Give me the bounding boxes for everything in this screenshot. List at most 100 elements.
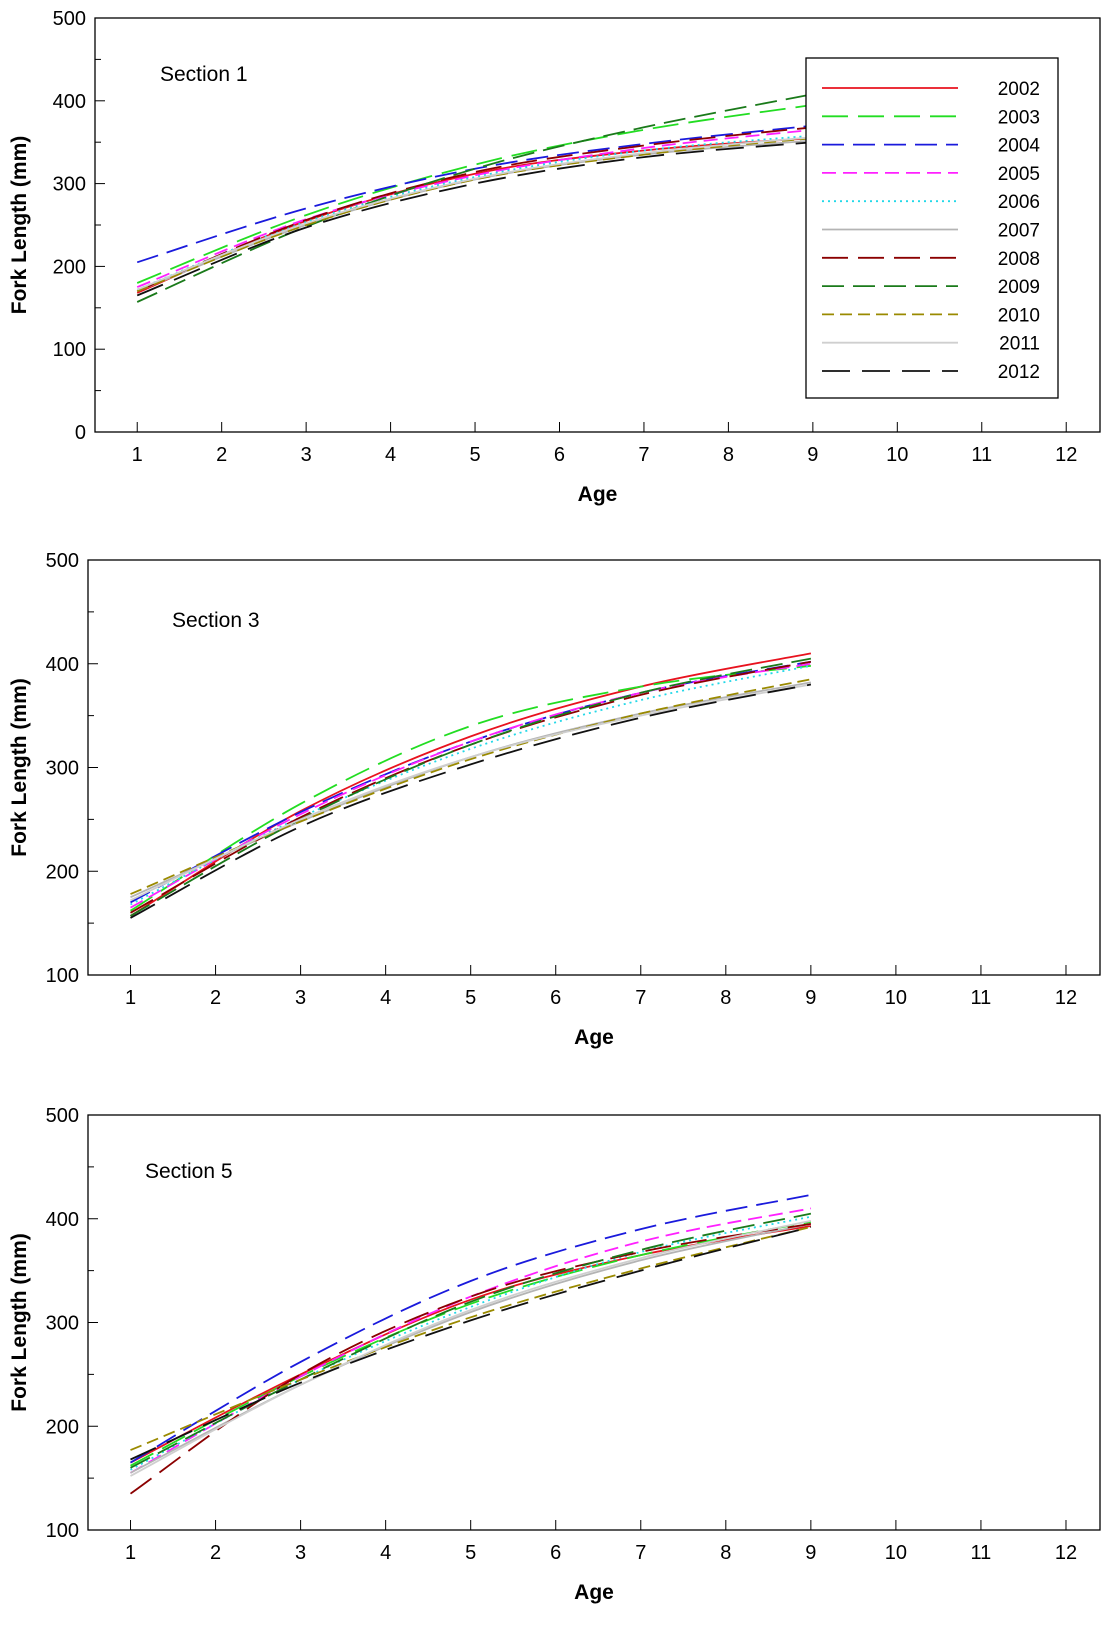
x-tick-label: 8 — [720, 987, 731, 1009]
legend-label-2005: 2005 — [998, 164, 1040, 185]
y-tick-label: 300 — [46, 758, 79, 780]
x-tick-label: 10 — [885, 987, 907, 1009]
x-axis-title: Age — [574, 1026, 614, 1049]
series-line-2010 — [130, 1226, 812, 1451]
x-tick-label: 4 — [380, 987, 391, 1009]
y-tick-label: 300 — [46, 1313, 79, 1335]
y-tick-label: 400 — [46, 1209, 79, 1231]
y-tick-label: 200 — [46, 861, 79, 883]
plot-frame — [87, 1114, 1101, 1531]
series-line-2004 — [130, 1194, 812, 1464]
series-line-2012 — [136, 141, 813, 297]
legend-label-2007: 2007 — [998, 221, 1040, 242]
x-tick-label: 9 — [805, 987, 816, 1009]
x-tick-label: 3 — [295, 987, 306, 1009]
y-tick-label: 500 — [53, 8, 86, 30]
series-line-2010 — [136, 137, 813, 293]
series-line-2002 — [130, 1225, 812, 1464]
x-tick-label: 5 — [465, 1542, 476, 1564]
series-line-2007 — [130, 1223, 812, 1474]
x-tick-label: 3 — [295, 1542, 306, 1564]
x-tick-label: 2 — [216, 444, 227, 466]
series-line-2005 — [130, 1207, 812, 1474]
x-tick-label: 11 — [971, 444, 992, 466]
x-tick-label: 12 — [1055, 987, 1077, 1009]
series-line-2009 — [130, 1212, 812, 1469]
x-tick-label: 1 — [125, 1542, 136, 1564]
x-tick-label: 6 — [550, 987, 561, 1009]
x-tick-label: 12 — [1055, 444, 1077, 466]
series-line-2010 — [130, 678, 812, 895]
x-tick-label: 7 — [638, 444, 649, 466]
series-line-2009 — [136, 93, 814, 303]
series-line-2006 — [136, 134, 813, 291]
x-tick-label: 7 — [635, 987, 646, 1009]
series-line-2008 — [129, 1223, 812, 1495]
section-5-annotation: Section 5 — [145, 1160, 233, 1183]
y-axis-title: Fork Length (mm) — [8, 136, 31, 315]
y-tick-label: 200 — [53, 256, 86, 278]
y-tick-label: 100 — [46, 1520, 79, 1542]
x-axis-title: Age — [578, 483, 618, 506]
series-line-2009 — [130, 657, 812, 917]
legend-label-2009: 2009 — [998, 277, 1040, 298]
x-tick-label: 8 — [723, 444, 734, 466]
legend: 2002 2003 2004 2005 2006 2007 2008 2009 2010 2011… — [805, 57, 1059, 399]
y-tick-label: 400 — [53, 91, 86, 113]
section-3-annotation: Section 3 — [172, 609, 260, 632]
x-tick-label: 2 — [210, 1542, 221, 1564]
series-line-2007 — [130, 681, 812, 899]
x-tick-label: 9 — [807, 444, 818, 466]
series-line-2012 — [130, 1226, 812, 1461]
legend-label-2012: 2012 — [998, 362, 1040, 383]
series-line-2007 — [136, 139, 813, 293]
x-tick-label: 11 — [971, 987, 992, 1009]
section-1-annotation: Section 1 — [160, 63, 248, 86]
x-tick-label: 6 — [550, 1542, 561, 1564]
legend-label-2002: 2002 — [998, 79, 1040, 100]
x-tick-label: 4 — [380, 1542, 391, 1564]
y-tick-label: 300 — [53, 174, 86, 196]
series-line-2008 — [136, 126, 813, 293]
y-axis-title: Fork Length (mm) — [8, 1233, 31, 1412]
y-tick-label: 500 — [46, 550, 79, 572]
x-tick-label: 7 — [635, 1542, 646, 1564]
series-line-2002 — [130, 652, 812, 917]
x-tick-label: 6 — [554, 444, 565, 466]
series-line-2002 — [136, 137, 813, 294]
legend-label-2010: 2010 — [998, 305, 1040, 326]
x-tick-label: 5 — [469, 444, 480, 466]
legend-label-2006: 2006 — [998, 192, 1040, 213]
x-axis-title: Age — [574, 1581, 614, 1604]
series-line-2012 — [130, 683, 812, 919]
legend-label-2004: 2004 — [998, 136, 1041, 157]
series-line-2011 — [130, 683, 812, 902]
y-tick-label: 100 — [46, 965, 79, 987]
legend-label-2003: 2003 — [998, 107, 1040, 128]
series-line-2003 — [136, 104, 814, 284]
series-line-2011 — [136, 136, 813, 291]
x-tick-label: 9 — [805, 1542, 816, 1564]
y-tick-label: 100 — [53, 339, 86, 361]
series-line-2003 — [130, 1221, 812, 1467]
x-tick-label: 11 — [971, 1542, 992, 1564]
legend-label-2011: 2011 — [999, 334, 1040, 355]
series-line-2011 — [130, 1219, 812, 1477]
series-line-2006 — [130, 1215, 812, 1471]
x-tick-label: 1 — [132, 444, 143, 466]
x-tick-label: 5 — [465, 987, 476, 1009]
y-tick-label: 200 — [46, 1416, 79, 1438]
series-line-2003 — [130, 664, 812, 912]
series-line-2005 — [136, 128, 813, 288]
x-tick-label: 8 — [720, 1542, 731, 1564]
x-tick-label: 1 — [125, 987, 136, 1009]
series-line-2004 — [130, 660, 812, 904]
x-tick-label: 2 — [210, 987, 221, 1009]
x-tick-label: 10 — [885, 1542, 907, 1564]
y-axis-title: Fork Length (mm) — [8, 678, 31, 857]
y-tick-label: 0 — [75, 422, 86, 444]
y-tick-label: 500 — [46, 1105, 79, 1127]
